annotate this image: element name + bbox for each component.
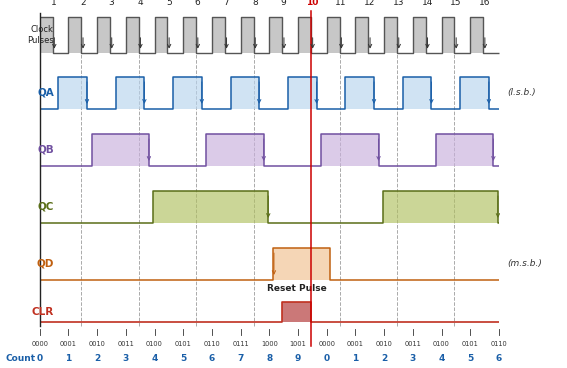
- Text: QC: QC: [37, 202, 54, 212]
- Text: 0100: 0100: [433, 341, 450, 347]
- Bar: [403, 77, 431, 109]
- Bar: [282, 302, 311, 322]
- Text: 0111: 0111: [232, 341, 249, 347]
- Text: 8: 8: [252, 0, 258, 7]
- Text: 4: 4: [438, 354, 445, 363]
- Bar: [321, 134, 379, 166]
- Text: 4: 4: [137, 0, 143, 7]
- Text: 3: 3: [108, 0, 115, 7]
- Bar: [40, 17, 53, 53]
- Text: 1: 1: [352, 354, 358, 363]
- Bar: [460, 77, 489, 109]
- Bar: [206, 134, 264, 166]
- Text: 5: 5: [166, 0, 172, 7]
- Bar: [154, 191, 268, 223]
- Bar: [116, 77, 145, 109]
- Text: (l.s.b.): (l.s.b.): [507, 88, 536, 97]
- Text: 1: 1: [51, 0, 57, 7]
- Text: 0110: 0110: [490, 341, 507, 347]
- Text: 6: 6: [209, 354, 215, 363]
- Text: 5: 5: [180, 354, 187, 363]
- Text: CLR: CLR: [32, 307, 54, 317]
- Text: 13: 13: [393, 0, 404, 7]
- Text: 1: 1: [65, 354, 71, 363]
- Bar: [269, 17, 282, 53]
- Text: Count: Count: [5, 354, 35, 363]
- Text: 0011: 0011: [117, 341, 134, 347]
- Text: 8: 8: [266, 354, 273, 363]
- Text: 2: 2: [381, 354, 387, 363]
- Text: 0001: 0001: [347, 341, 364, 347]
- Bar: [173, 77, 202, 109]
- Bar: [240, 17, 253, 53]
- Text: 0000: 0000: [31, 341, 48, 347]
- Bar: [273, 248, 330, 280]
- Bar: [97, 17, 110, 53]
- Text: Reset Pulse: Reset Pulse: [266, 284, 327, 293]
- Bar: [69, 17, 81, 53]
- Text: 9: 9: [281, 0, 286, 7]
- Bar: [58, 77, 87, 109]
- Bar: [442, 17, 455, 53]
- Bar: [231, 77, 259, 109]
- Text: 7: 7: [238, 354, 244, 363]
- Text: 6: 6: [194, 0, 201, 7]
- Text: 2: 2: [94, 354, 100, 363]
- Text: QB: QB: [37, 145, 54, 155]
- Text: (m.s.b.): (m.s.b.): [507, 259, 543, 268]
- Bar: [327, 17, 340, 53]
- Text: 7: 7: [223, 0, 229, 7]
- Text: 0101: 0101: [175, 341, 192, 347]
- Text: 0010: 0010: [376, 341, 392, 347]
- Text: 5: 5: [467, 354, 473, 363]
- Text: 0010: 0010: [88, 341, 105, 347]
- Text: 16: 16: [479, 0, 490, 7]
- Text: 14: 14: [421, 0, 433, 7]
- Text: 4: 4: [151, 354, 158, 363]
- Bar: [384, 17, 397, 53]
- Bar: [436, 134, 493, 166]
- Text: 0: 0: [37, 354, 43, 363]
- Bar: [183, 17, 196, 53]
- Text: 11: 11: [335, 0, 347, 7]
- Text: 0100: 0100: [146, 341, 163, 347]
- Text: 15: 15: [450, 0, 462, 7]
- Bar: [298, 17, 311, 53]
- Text: 0110: 0110: [204, 341, 221, 347]
- Text: Clock
Pulses: Clock Pulses: [27, 25, 54, 45]
- Text: 3: 3: [122, 354, 129, 363]
- Bar: [212, 17, 225, 53]
- Bar: [383, 191, 498, 223]
- Text: 2: 2: [80, 0, 86, 7]
- Text: 12: 12: [364, 0, 375, 7]
- Text: 0000: 0000: [318, 341, 335, 347]
- Bar: [413, 17, 426, 53]
- Text: 0011: 0011: [404, 341, 421, 347]
- Text: 0101: 0101: [462, 341, 479, 347]
- Text: 3: 3: [410, 354, 416, 363]
- Bar: [345, 77, 374, 109]
- Text: 0: 0: [324, 354, 330, 363]
- Text: 1001: 1001: [290, 341, 306, 347]
- Bar: [126, 17, 139, 53]
- Text: 1000: 1000: [261, 341, 278, 347]
- Text: 6: 6: [496, 354, 502, 363]
- Text: 10: 10: [306, 0, 319, 7]
- Text: QA: QA: [37, 88, 54, 98]
- Bar: [154, 17, 167, 53]
- Bar: [356, 17, 369, 53]
- Text: 9: 9: [295, 354, 301, 363]
- Bar: [288, 77, 316, 109]
- Bar: [91, 134, 149, 166]
- Bar: [470, 17, 483, 53]
- Text: 0001: 0001: [60, 341, 77, 347]
- Text: QD: QD: [36, 259, 54, 269]
